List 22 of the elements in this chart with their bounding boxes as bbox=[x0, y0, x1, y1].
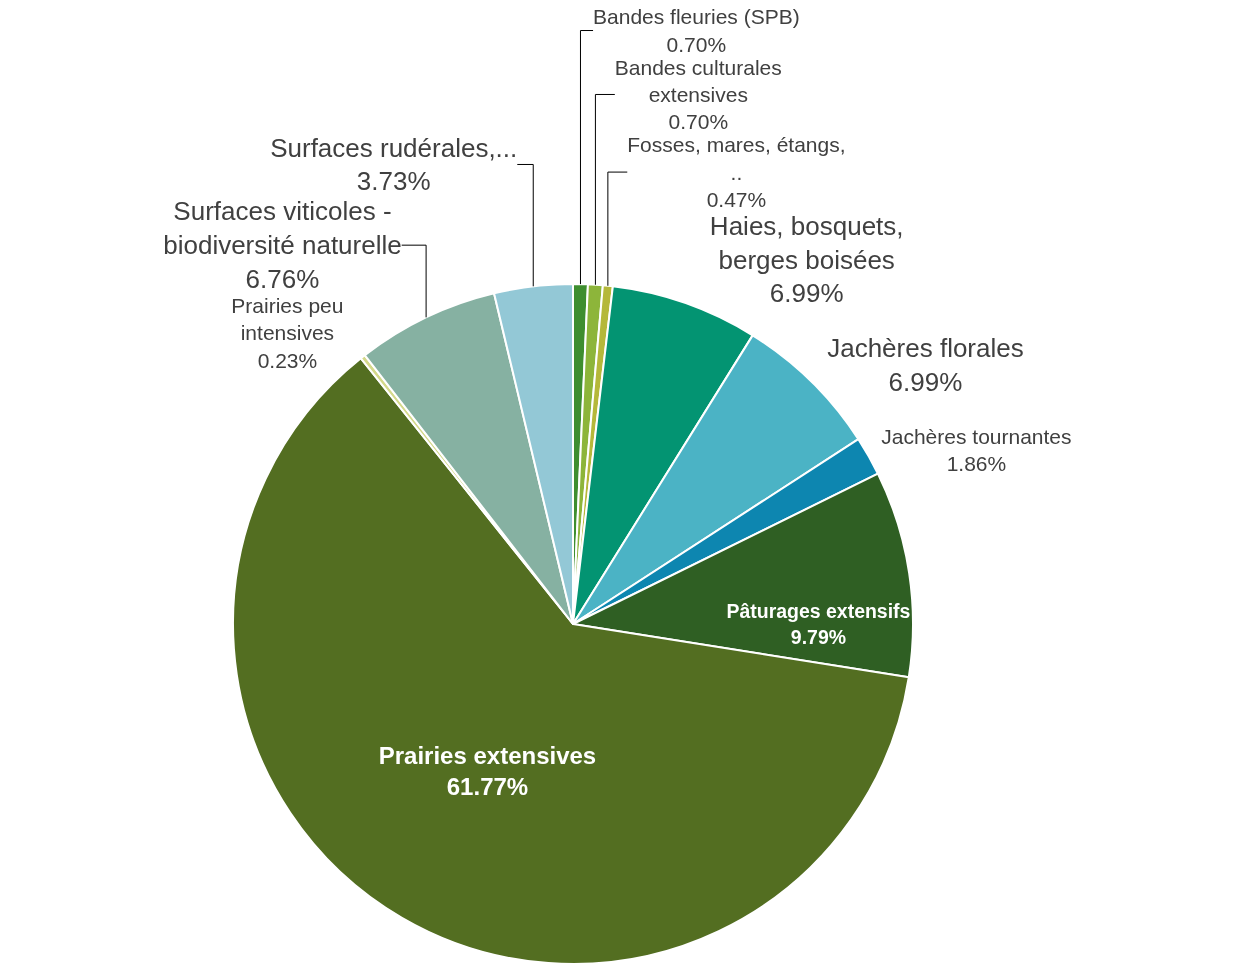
slice-label: Jachères tournantes bbox=[881, 424, 1072, 448]
slice-label: Bandes fleuries (SPB) bbox=[593, 5, 800, 29]
data-label: 6.99% bbox=[888, 367, 963, 398]
slice-label: Pâturages extensifs bbox=[726, 600, 911, 623]
data-label: 0.47% bbox=[706, 187, 767, 211]
slice-label: Bandes culturales extensives bbox=[614, 55, 782, 106]
data-label: 9.79% bbox=[790, 625, 847, 648]
slice-label: Fosses, mares, étangs, .. bbox=[627, 133, 846, 184]
data-label: 3.73% bbox=[356, 166, 431, 197]
data-label: 6.76% bbox=[245, 263, 320, 294]
data-label: 0.70% bbox=[666, 32, 727, 56]
data-label: 0.23% bbox=[257, 348, 318, 372]
slice-label: Surfaces viticoles - biodiversité naturelle bbox=[163, 196, 402, 261]
data-label: 0.70% bbox=[668, 110, 729, 134]
data-label: 1.86% bbox=[946, 452, 1007, 476]
slice-label: Jachères florales bbox=[827, 333, 1024, 364]
slice-label: Prairies peu intensives bbox=[231, 293, 344, 345]
slice-label: Surfaces rudérales,... bbox=[270, 132, 518, 163]
data-label: 61.77% bbox=[446, 773, 529, 801]
slice-label: Haies, bosquets, berges boisées bbox=[709, 210, 904, 275]
slice-label: Prairies extensives bbox=[378, 741, 597, 769]
data-label: 6.99% bbox=[769, 278, 844, 309]
